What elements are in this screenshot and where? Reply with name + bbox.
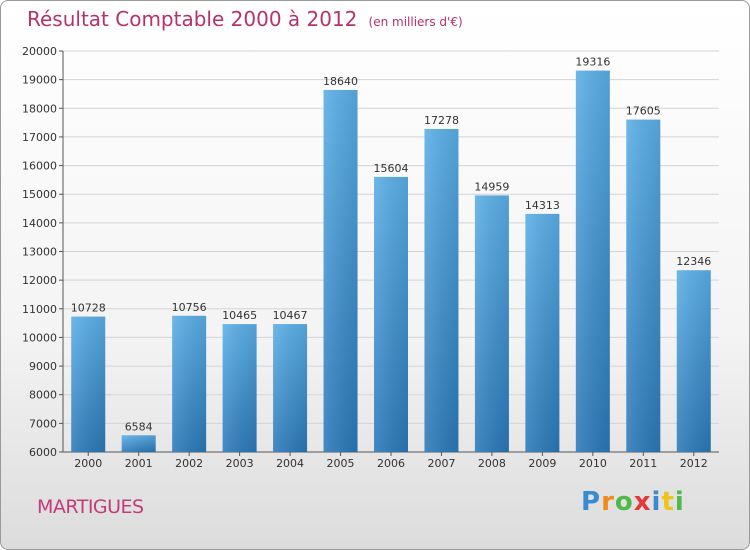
y-tick-label: 10000 bbox=[22, 331, 57, 344]
x-tick-label: 2004 bbox=[276, 457, 304, 470]
bar-shade bbox=[273, 324, 308, 452]
x-tick-label: 2009 bbox=[528, 457, 556, 470]
x-tick-label: 2012 bbox=[680, 457, 708, 470]
bar-shade bbox=[172, 315, 207, 452]
x-tick-label: 2006 bbox=[377, 457, 405, 470]
bar-shade bbox=[424, 128, 459, 452]
y-tick-label: 6000 bbox=[29, 446, 57, 459]
y-tick-label: 11000 bbox=[22, 303, 57, 316]
bar-shade bbox=[121, 435, 156, 452]
y-tick-label: 18000 bbox=[22, 102, 57, 115]
bar-value-label: 17278 bbox=[424, 114, 459, 127]
x-tick-label: 2011 bbox=[629, 457, 657, 470]
y-tick-label: 20000 bbox=[22, 45, 57, 58]
y-tick-label: 14000 bbox=[22, 217, 57, 230]
bar-value-label: 14313 bbox=[525, 199, 560, 212]
bar-shade bbox=[676, 270, 711, 452]
x-tick-label: 2003 bbox=[226, 457, 254, 470]
bar-chart: 6000 7000 8000 9000 10000 11000 12000 13000 1400… bbox=[22, 45, 719, 470]
x-tick-label: 2007 bbox=[427, 457, 455, 470]
x-tick-label: 2005 bbox=[327, 457, 355, 470]
y-tick-label: 17000 bbox=[22, 131, 57, 144]
bar-shade bbox=[222, 324, 257, 452]
bar-value-label: 10728 bbox=[71, 302, 106, 315]
bar-shade bbox=[525, 213, 560, 452]
x-tick-label: 2000 bbox=[74, 457, 102, 470]
y-tick-label: 19000 bbox=[22, 74, 57, 87]
y-tick-label: 15000 bbox=[22, 188, 57, 201]
bar-value-label: 15604 bbox=[374, 162, 409, 175]
y-tick-label: 13000 bbox=[22, 246, 57, 259]
chart-title: Résultat Comptable 2000 à 2012 (en milli… bbox=[27, 7, 463, 31]
bar-shade bbox=[323, 89, 358, 452]
bar-shade bbox=[71, 316, 106, 452]
bar-value-label: 12346 bbox=[676, 255, 711, 268]
chart-title-unit: (en milliers d'€) bbox=[368, 15, 463, 29]
bar-value-label: 17605 bbox=[626, 105, 661, 118]
x-tick-label: 2008 bbox=[478, 457, 506, 470]
bar-value-label: 10465 bbox=[222, 309, 257, 322]
bar-value-label: 18640 bbox=[323, 75, 358, 88]
bar-shade bbox=[374, 176, 408, 452]
y-tick-label: 8000 bbox=[29, 389, 57, 402]
bar-value-label: 19316 bbox=[575, 56, 610, 69]
bar-shade bbox=[474, 195, 509, 452]
city-name: MARTIGUES bbox=[37, 496, 144, 518]
bar-value-label: 14959 bbox=[474, 180, 509, 193]
x-tick-label: 2010 bbox=[579, 457, 607, 470]
proxiti-logo: Proxiti bbox=[581, 487, 685, 517]
x-tick-label: 2001 bbox=[125, 457, 153, 470]
y-tick-label: 12000 bbox=[22, 274, 57, 287]
y-tick-label: 9000 bbox=[29, 360, 57, 373]
bar-shade bbox=[575, 70, 610, 453]
chart-title-main: Résultat Comptable 2000 à 2012 bbox=[27, 7, 358, 31]
bar-value-label: 10756 bbox=[172, 301, 207, 314]
y-tick-label: 7000 bbox=[29, 417, 57, 430]
x-tick-label: 2002 bbox=[175, 457, 203, 470]
bar-value-label: 6584 bbox=[125, 420, 153, 433]
y-tick-label: 16000 bbox=[22, 160, 57, 173]
bar-shade bbox=[626, 119, 661, 452]
bar-value-label: 10467 bbox=[273, 309, 308, 322]
